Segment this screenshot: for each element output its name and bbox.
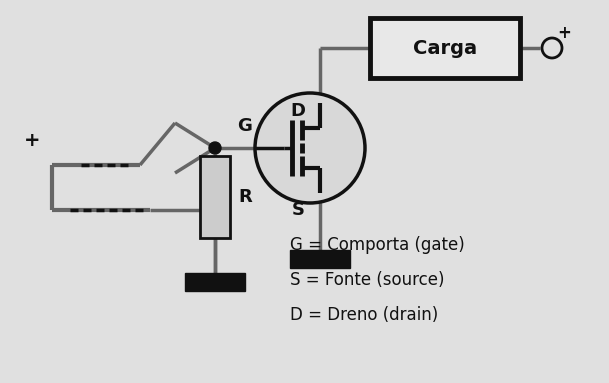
Text: +: + [557,24,571,42]
Bar [290,250,350,268]
Text: S: S [292,201,304,219]
Bar [185,273,245,291]
Text: D: D [290,102,306,120]
Text: D = Dreno (drain): D = Dreno (drain) [290,306,438,324]
Text: S = Fonte (source): S = Fonte (source) [290,271,445,289]
Circle shape [209,142,221,154]
Circle shape [255,93,365,203]
Bar [370,18,520,78]
Text: G = Comporta (gate): G = Comporta (gate) [290,236,465,254]
Text: Carga: Carga [413,39,477,57]
Text: G: G [238,117,253,135]
Bar [200,156,230,238]
Text: R: R [238,188,252,206]
Text: +: + [24,131,40,149]
